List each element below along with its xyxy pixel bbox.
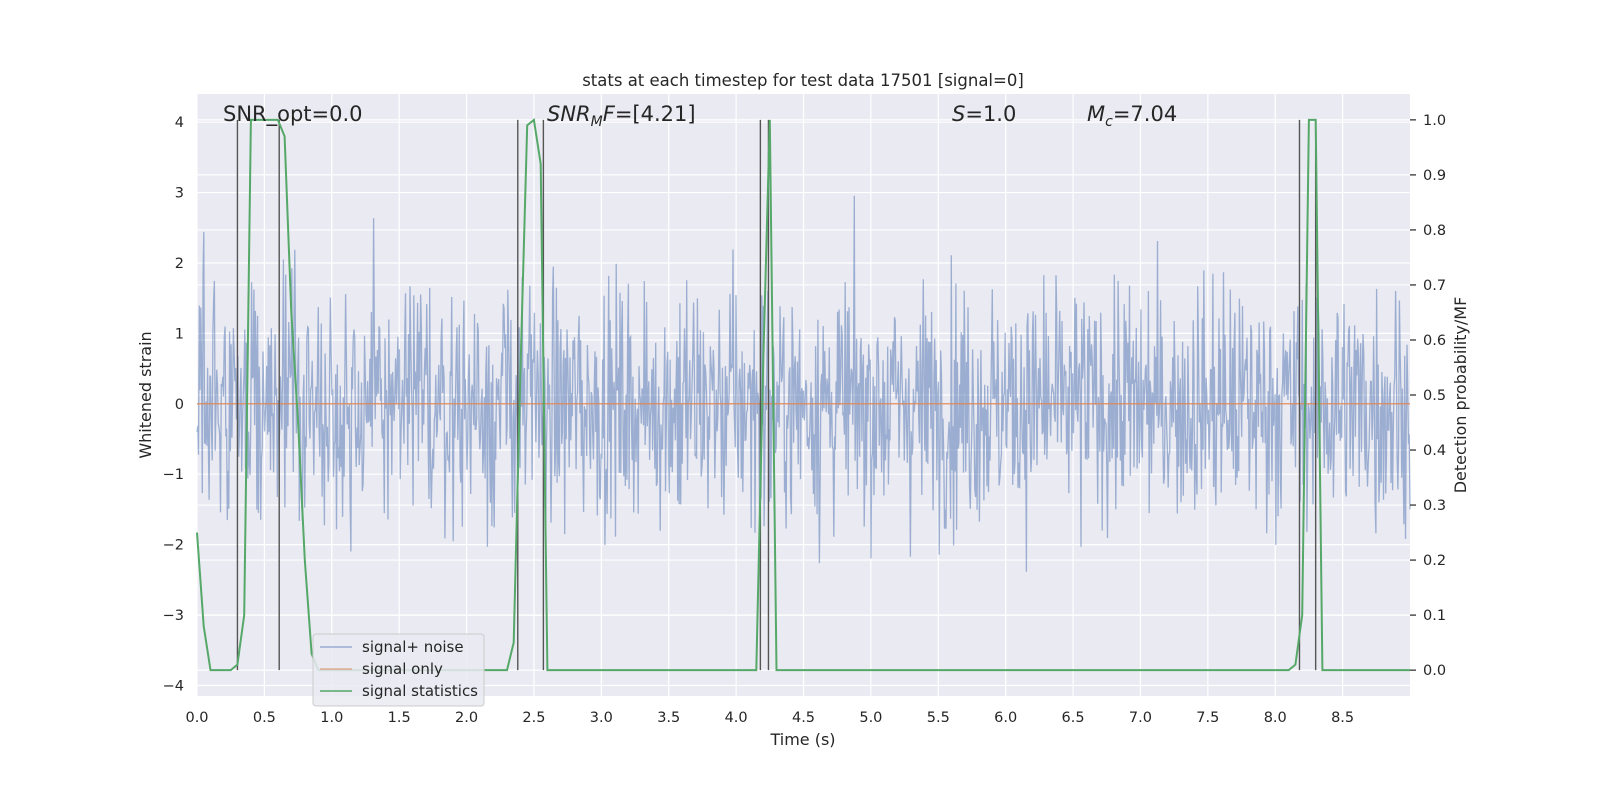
annotation-mc: Mc=7.04: [1087, 102, 1177, 130]
legend-label-signal: signal only: [362, 660, 443, 678]
y2-tick-label-5: 0.5: [1423, 388, 1446, 404]
y2-tick-label-2: 0.2: [1423, 553, 1446, 569]
x-tick-label-13: 6.5: [1062, 710, 1085, 726]
x-tick-label-3: 1.5: [388, 710, 411, 726]
y-tick-label-1: −3: [163, 608, 184, 624]
y-tick-label-0: −4: [163, 678, 184, 694]
legend-label-stats: signal statistics: [362, 682, 478, 700]
x-axis-label: Time (s): [769, 730, 835, 749]
legend: signal+ noise signal only signal statist…: [312, 633, 485, 707]
x-tick-label-15: 7.5: [1196, 710, 1219, 726]
noise-series: [196, 195, 1411, 572]
x-tick-label-9: 4.5: [792, 710, 815, 726]
y2-tick-label-10: 1.0: [1423, 113, 1446, 129]
x-tick-label-16: 8.0: [1264, 710, 1287, 726]
y2-ticks: 0.0 0.1 0.2 0.3 0.4 0.5 0.6 0.7 0.8 0.9 1.0: [1410, 113, 1446, 679]
x-tick-label-14: 7.0: [1129, 710, 1152, 726]
x-tick-label-6: 3.0: [590, 710, 613, 726]
y2-tick-label-6: 0.6: [1423, 333, 1446, 349]
x-tick-label-12: 6.0: [994, 710, 1017, 726]
y-ticks: −4 −3 −2 −1 0 1 2 3 4: [163, 115, 184, 694]
x-tick-label-8: 4.0: [725, 710, 748, 726]
y2-tick-label-7: 0.7: [1423, 278, 1446, 294]
signal-statistics-series: [196, 118, 1410, 672]
y2-tick-label-1: 0.1: [1423, 608, 1446, 624]
y2-tick-label-0: 0.0: [1423, 663, 1446, 679]
statistics-line: [196, 118, 1410, 672]
x-ticks: 0.0 0.5 1.0 1.5 2.0 2.5 3.0 3.5 4.0 4.5 5.0 5.5 6.0 6…: [185, 710, 1354, 726]
x-tick-label-2: 1.0: [320, 710, 343, 726]
annotation-snr-opt: SNR_opt=0.0: [223, 102, 363, 127]
y2-tick-label-4: 0.4: [1423, 443, 1446, 459]
x-tick-label-11: 5.5: [927, 710, 950, 726]
x-tick-label-1: 0.5: [253, 710, 276, 726]
y-tick-label-7: 3: [175, 186, 184, 202]
y-tick-label-5: 1: [175, 326, 184, 342]
y-tick-label-4: 0: [175, 397, 184, 413]
x-tick-label-5: 2.5: [522, 710, 545, 726]
x-tick-label-4: 2.0: [455, 710, 478, 726]
y2-tick-label-3: 0.3: [1423, 498, 1446, 514]
x-tick-label-17: 8.5: [1331, 710, 1354, 726]
annotation-s: S=1.0: [952, 102, 1016, 126]
chart-title: stats at each timestep for test data 175…: [582, 71, 1024, 90]
y2-axis-label: Detection probability/MF: [1451, 297, 1470, 494]
legend-label-noise: signal+ noise: [362, 638, 464, 656]
noise-line: [196, 195, 1411, 572]
x-tick-label-7: 3.5: [657, 710, 680, 726]
y2-tick-label-9: 0.9: [1423, 168, 1446, 184]
y-tick-label-8: 4: [175, 115, 184, 131]
annotation-snr-mf: SNRMF=[4.21]: [547, 102, 696, 130]
y-tick-label-2: −2: [163, 538, 184, 554]
y-tick-label-6: 2: [175, 256, 184, 272]
x-tick-label-10: 5.0: [859, 710, 882, 726]
y2-tick-label-8: 0.8: [1423, 223, 1446, 239]
legend-box: [312, 633, 485, 707]
y-axis-label: Whitened strain: [136, 331, 155, 458]
y-tick-label-3: −1: [163, 467, 184, 483]
x-tick-label-0: 0.0: [185, 710, 208, 726]
